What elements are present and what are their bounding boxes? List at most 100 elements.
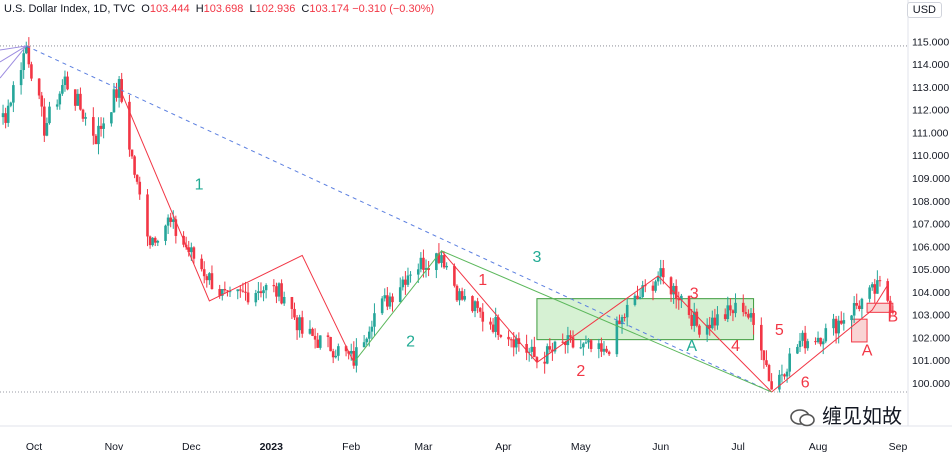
candle-body (788, 353, 791, 372)
candle-body (156, 240, 160, 243)
candle-body (641, 285, 644, 297)
candle-body (316, 339, 320, 348)
candle-body (365, 338, 369, 343)
candle-body (110, 112, 113, 124)
candle-body (471, 296, 474, 312)
candle-body (600, 343, 603, 352)
y-tick-label: 110.000 (912, 150, 949, 162)
candle-body (669, 277, 673, 295)
candle-body (778, 374, 781, 390)
wave-label: 6 (801, 374, 810, 391)
candle-body (476, 301, 479, 308)
currency-button[interactable]: USD (906, 2, 942, 18)
candle-body (190, 247, 193, 253)
candle-body (785, 371, 789, 377)
trendline[interactable] (26, 45, 772, 393)
candle-body (220, 288, 224, 296)
candle-body (478, 307, 482, 312)
candle-body (553, 341, 557, 352)
candle-body (455, 285, 459, 301)
candle-body (620, 317, 624, 325)
wave-line-red[interactable] (118, 86, 355, 363)
candle-body (509, 339, 513, 341)
x-tick-label: Dec (182, 441, 201, 453)
candle-body (886, 281, 889, 301)
candle-body (801, 332, 804, 341)
candle-body (535, 357, 539, 362)
candle-body (329, 336, 332, 352)
candle-body (1, 113, 5, 118)
candle-body (362, 342, 366, 348)
x-tick-label: Apr (495, 441, 512, 453)
candle-body (290, 296, 294, 309)
candle-body (837, 320, 840, 334)
candle-body (84, 117, 87, 119)
wave-line-red[interactable] (441, 250, 772, 393)
candle-body (708, 324, 712, 329)
candle-body (208, 273, 211, 281)
candle-body (473, 301, 477, 312)
candle-body (674, 285, 678, 299)
candle-body (406, 275, 410, 285)
candle-body (344, 346, 348, 352)
candle-body (852, 303, 856, 316)
candle-body (169, 217, 172, 222)
wave-line-red[interactable] (771, 284, 889, 393)
candle-body (153, 237, 157, 243)
candle-body (164, 225, 167, 241)
wave-label: 1 (478, 272, 487, 289)
symbol-label[interactable]: U.S. Dollar Index, 1D, TVC (4, 3, 136, 15)
candle-body (458, 291, 461, 301)
candle-body (687, 295, 691, 315)
wave-line-green[interactable] (353, 250, 772, 393)
candle-body (22, 53, 25, 71)
candle-body (102, 123, 105, 129)
watermark: 缠见如故 (790, 400, 902, 429)
candle-body (138, 181, 142, 195)
candle-body (662, 268, 665, 278)
candle-body (398, 287, 402, 303)
candle-body (277, 283, 281, 297)
candle-body (680, 295, 683, 301)
candle-body (367, 331, 371, 339)
candle-body (571, 337, 575, 348)
candle-body (533, 346, 536, 358)
candle-body (767, 365, 771, 382)
candle-body (133, 156, 136, 175)
candle-body (79, 93, 82, 110)
change-value: −0.310 (−0.30%) (352, 3, 435, 15)
candle-body (244, 291, 247, 293)
candle-body (99, 125, 103, 129)
candle-body (796, 346, 799, 354)
candle-body (780, 374, 784, 376)
x-tick-label: May (571, 441, 592, 453)
candle-body (223, 288, 227, 291)
candle-body (308, 328, 312, 334)
y-tick-label: 109.000 (912, 173, 950, 185)
candle-body (401, 279, 405, 288)
candle-body (453, 265, 456, 286)
candle-body (850, 315, 853, 321)
fan-line[interactable] (0, 45, 27, 51)
x-tick-label: Aug (809, 441, 828, 453)
close-label: C (301, 3, 310, 15)
candle-body (171, 219, 175, 222)
chart-legend: U.S. Dollar Index, 1D, TVC O103.444 H103… (4, 3, 434, 15)
red-zone-box[interactable] (851, 318, 868, 343)
candle-body (355, 347, 358, 366)
fan-line[interactable] (0, 45, 27, 63)
candle-body (816, 337, 820, 343)
open-label: O (141, 3, 150, 15)
y-tick-label: 111.000 (912, 127, 949, 139)
candle-body (391, 296, 394, 303)
candle-body (677, 298, 681, 301)
candle-body (726, 305, 730, 320)
candle-body (43, 106, 46, 136)
candle-body (525, 344, 528, 353)
candle-body (597, 343, 601, 349)
candle-body (370, 326, 374, 332)
candle-body (416, 269, 420, 275)
candle-body (373, 313, 376, 327)
fan-line[interactable] (0, 45, 27, 79)
